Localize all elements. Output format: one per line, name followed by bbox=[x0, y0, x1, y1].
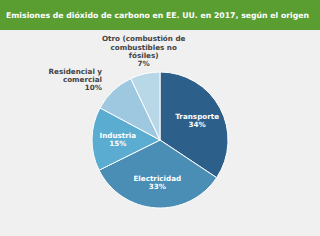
chart-container: Emisiones de dióxido de carbono en EE. U… bbox=[0, 0, 320, 236]
slice-value: 34% bbox=[189, 120, 206, 129]
title-bar bbox=[0, 0, 320, 30]
slice-value: 7% bbox=[138, 59, 150, 68]
background bbox=[0, 0, 320, 236]
slice-label: Otro (combustión decombustibles nofósile… bbox=[102, 34, 186, 60]
title: Emisiones de dióxido de carbono en EE. U… bbox=[6, 11, 309, 20]
chart-svg: Emisiones de dióxido de carbono en EE. U… bbox=[0, 0, 320, 236]
labels: Transporte34%Electricidad33%Industria15%… bbox=[49, 34, 220, 191]
slice-value: 15% bbox=[109, 139, 126, 148]
slice-value: 33% bbox=[149, 182, 166, 191]
slice-value: 10% bbox=[85, 83, 102, 92]
slice-label: Residencial ycomercial bbox=[49, 66, 103, 84]
slices bbox=[92, 72, 228, 208]
